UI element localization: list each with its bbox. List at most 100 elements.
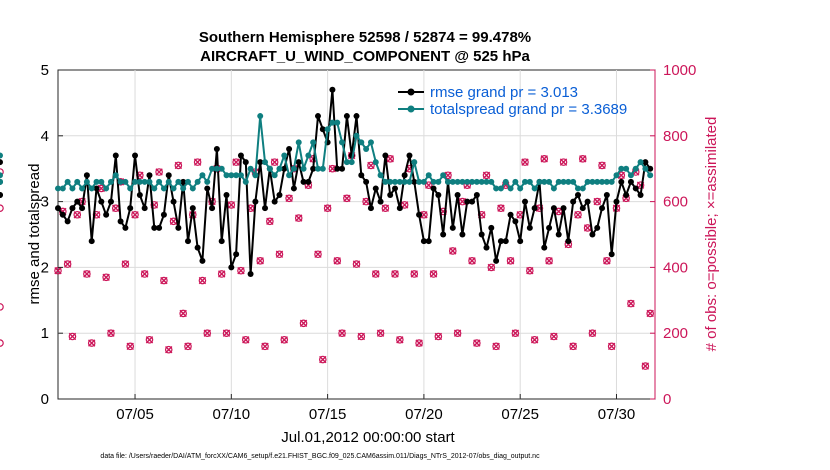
y-right-tick-label: 1000: [663, 62, 696, 79]
y-left-tick-label: 1: [41, 325, 49, 342]
x-tick-label: 07/10: [213, 406, 251, 423]
series-point-rmse: [74, 198, 81, 205]
series-point-rmse: [343, 113, 350, 120]
obs-point: [0, 340, 4, 347]
obs-point: [83, 270, 91, 278]
obs-point: [588, 329, 597, 338]
series-point-rmse: [579, 205, 586, 212]
y-left-tick-label: 0: [41, 391, 49, 408]
obs-point: [492, 342, 500, 351]
series-point-totalspread: [175, 178, 182, 185]
series-point-totalspread: [464, 178, 471, 185]
obs-point: [352, 260, 361, 268]
y-right-tick-label: 600: [663, 194, 688, 211]
series-point-rmse: [180, 178, 187, 185]
series-point-rmse: [165, 172, 172, 179]
series-point-totalspread: [449, 178, 456, 185]
series-point-rmse: [136, 192, 143, 199]
obs-point: [593, 197, 602, 206]
series-point-totalspread: [0, 178, 3, 185]
series-point-totalspread: [392, 178, 399, 185]
obs-point: [174, 161, 183, 170]
series-point-totalspread: [151, 185, 158, 192]
y-left-tick-label: 3: [41, 194, 49, 211]
series-point-rmse: [367, 205, 374, 212]
series-point-rmse: [478, 231, 485, 238]
series-point-rmse: [546, 224, 553, 231]
series-point-totalspread: [574, 185, 581, 192]
series-point-totalspread: [156, 178, 163, 185]
series-point-totalspread: [233, 172, 240, 179]
series-point-totalspread: [59, 185, 66, 192]
obs-point: [410, 270, 419, 278]
series-point-totalspread: [579, 185, 586, 192]
series-point-totalspread: [141, 178, 148, 185]
series-point-rmse: [372, 185, 379, 192]
obs-point: [294, 214, 303, 222]
series-point-rmse: [425, 238, 432, 245]
series-point-totalspread: [295, 139, 302, 146]
series-point-totalspread: [488, 178, 495, 185]
series-point-rmse: [319, 126, 326, 133]
obs-point: [164, 345, 173, 354]
series-point-totalspread: [560, 178, 567, 185]
series-point-totalspread: [0, 172, 3, 179]
y-right-tick-label: 0: [663, 391, 671, 408]
series-point-totalspread: [363, 145, 370, 152]
obs-point: [323, 204, 332, 212]
series-point-rmse: [204, 185, 211, 192]
series-point-rmse: [560, 205, 567, 212]
obs-point: [473, 339, 481, 347]
obs-point: [641, 362, 650, 370]
series-point-totalspread: [613, 172, 620, 179]
series-point-rmse: [334, 165, 341, 172]
series-point-rmse: [637, 192, 644, 199]
obs-point: [338, 329, 346, 338]
series-point-totalspread: [93, 178, 100, 185]
legend-spread-label: totalspread grand pr = 3.3689: [430, 101, 627, 118]
series-point-rmse: [512, 218, 519, 225]
series-point-totalspread: [367, 139, 374, 146]
obs-point: [155, 168, 163, 176]
series-point-totalspread: [483, 178, 490, 185]
series-point-rmse: [295, 159, 302, 166]
series-point-rmse: [493, 257, 500, 264]
series-point-totalspread: [348, 159, 355, 166]
series-point-totalspread: [266, 165, 273, 172]
obs-point: [126, 342, 135, 351]
series-point-rmse: [618, 178, 625, 185]
obs-point: [140, 270, 149, 278]
series-point-rmse: [353, 113, 360, 120]
y-axis-left-ticks: 0 1 2 3 4 5: [41, 62, 63, 408]
series-point-rmse: [329, 86, 336, 93]
series-point-rmse: [454, 192, 461, 199]
series-point-totalspread: [401, 178, 408, 185]
obs-point: [241, 335, 250, 344]
obs-point: [121, 260, 130, 268]
obs-point: [497, 204, 505, 212]
series-point-totalspread: [204, 178, 211, 185]
series-point-rmse: [156, 224, 163, 231]
series-point-rmse: [64, 218, 71, 225]
y-axis-right-ticks: 0 200 400 600 800 1000: [650, 62, 696, 408]
series-point-totalspread: [189, 185, 196, 192]
obs-point: [160, 276, 168, 285]
series-point-totalspread: [623, 165, 630, 172]
series-point-rmse: [83, 172, 90, 179]
obs-point: [376, 329, 385, 338]
series-point-totalspread: [382, 178, 389, 185]
series-point-rmse: [93, 185, 100, 192]
series-point-rmse: [79, 205, 86, 212]
obs-point: [569, 342, 577, 351]
obs-point: [237, 266, 245, 275]
series-point-totalspread: [546, 178, 553, 185]
series-point-totalspread: [184, 178, 191, 185]
series-point-rmse: [502, 238, 509, 245]
series-point-totalspread: [608, 178, 615, 185]
series-point-totalspread: [396, 178, 403, 185]
series-point-totalspread: [194, 178, 201, 185]
series-point-totalspread: [117, 178, 124, 185]
series-point-totalspread: [300, 165, 307, 172]
series-point-totalspread: [459, 178, 466, 185]
series-point-totalspread: [478, 178, 485, 185]
